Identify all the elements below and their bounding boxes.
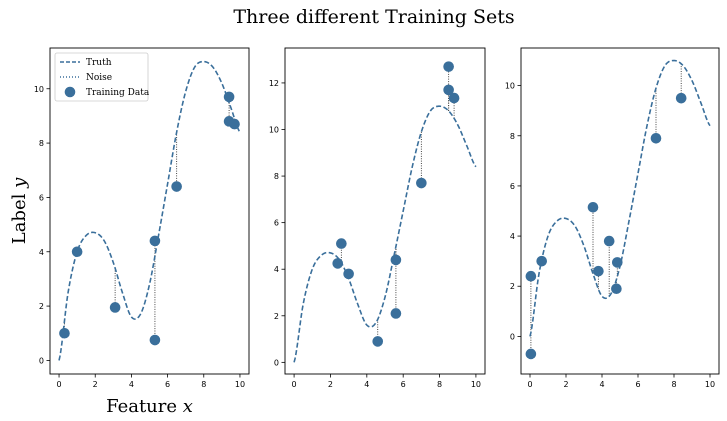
- training-point: [59, 327, 70, 339]
- x-tick-label: 2: [563, 380, 568, 389]
- training-point: [675, 92, 687, 104]
- y-tick-label: 2: [510, 282, 515, 291]
- training-point: [390, 254, 402, 266]
- training-point: [372, 336, 384, 347]
- x-tick-label: 10: [471, 380, 481, 389]
- axes-3: 0 2 4 6 8 10 0 2 4 6 8 10: [505, 47, 720, 389]
- y-tick-label: 6: [39, 193, 44, 202]
- training-point: [448, 92, 460, 104]
- x-tick-label: 2: [93, 380, 98, 389]
- training-point: [149, 235, 161, 247]
- x-tick-label: 2: [328, 380, 333, 389]
- training-point: [336, 238, 347, 249]
- training-point: [593, 265, 604, 277]
- legend-truth-label: Truth: [86, 58, 112, 68]
- x-tick-label: 0: [527, 380, 532, 389]
- y-tick-label: 10: [34, 85, 44, 94]
- training-point: [443, 61, 454, 72]
- y-tick-label: 4: [510, 232, 515, 241]
- x-tick-label: 8: [201, 380, 206, 389]
- figure-title: Three different Training Sets: [233, 6, 514, 28]
- axes-container: 0 2 4 6 8 10 0 2 4 6 8 10 Feature x Label y Truth Noise…: [9, 47, 720, 417]
- axes-frame: [520, 47, 720, 375]
- legend-data-swatch: [64, 86, 76, 98]
- training-point: [71, 246, 83, 258]
- training-point: [223, 91, 235, 103]
- y-tick-label: 0: [39, 356, 44, 365]
- training-point: [229, 118, 240, 130]
- y-tick-label: 8: [39, 139, 44, 148]
- training-point: [650, 132, 662, 144]
- training-point: [611, 283, 622, 295]
- y-tick-label: 0: [274, 358, 279, 367]
- y-tick-label: 10: [505, 82, 515, 91]
- x-tick-label: 10: [235, 380, 245, 389]
- x-tick-label: 8: [671, 380, 676, 389]
- legend-data-label: Training Data: [86, 88, 150, 98]
- axes-2: 0 2 4 6 8 10 0 2 4 6 8 10 12: [269, 47, 486, 389]
- x-tick-label: 6: [635, 380, 640, 389]
- x-axis-label: Feature x: [106, 396, 193, 417]
- training-point: [109, 302, 121, 313]
- x-tick-label: 0: [56, 380, 61, 389]
- x-tick-label: 10: [705, 380, 715, 389]
- training-point: [343, 268, 354, 280]
- training-point: [525, 270, 537, 282]
- x-tick-label: 4: [364, 380, 369, 389]
- y-tick-label: 4: [274, 265, 279, 274]
- training-point: [587, 201, 599, 213]
- y-tick-label: 2: [274, 312, 279, 321]
- training-point: [603, 235, 615, 247]
- y-tick-label: 8: [274, 172, 279, 181]
- y-tick-label: 10: [269, 126, 279, 135]
- x-tick-label: 6: [401, 380, 406, 389]
- training-point: [525, 348, 537, 360]
- x-tick-label: 6: [165, 380, 170, 389]
- training-point: [390, 308, 402, 319]
- training-point: [332, 258, 344, 269]
- training-point: [536, 255, 547, 267]
- legend: Truth Noise Training Data: [54, 52, 150, 102]
- y-tick-label: 6: [510, 182, 515, 191]
- training-point: [171, 181, 182, 192]
- x-tick-label: 4: [599, 380, 604, 389]
- training-point: [612, 257, 623, 268]
- legend-noise-label: Noise: [86, 73, 112, 83]
- truth-curve: [58, 60, 241, 361]
- training-point: [443, 84, 454, 96]
- axes-1: 0 2 4 6 8 10 0 2 4 6 8 10 Feature x Label y Truth Noise…: [9, 47, 250, 417]
- legend-box: [54, 52, 149, 102]
- x-tick-label: 4: [129, 380, 134, 389]
- y-tick-label: 12: [269, 79, 279, 88]
- y-axis-label: Label y: [9, 177, 30, 244]
- x-tick-label: 0: [292, 380, 297, 389]
- x-tick-label: 8: [437, 380, 442, 389]
- truth-curve: [293, 105, 477, 363]
- training-point: [416, 177, 427, 189]
- y-tick-label: 2: [39, 302, 44, 311]
- y-tick-label: 0: [510, 332, 515, 341]
- training-point: [149, 334, 161, 346]
- y-tick-label: 6: [274, 219, 279, 228]
- axes-frame: [49, 47, 250, 375]
- y-tick-label: 4: [39, 248, 44, 257]
- axes-frame: [284, 47, 486, 375]
- y-tick-label: 8: [510, 132, 515, 141]
